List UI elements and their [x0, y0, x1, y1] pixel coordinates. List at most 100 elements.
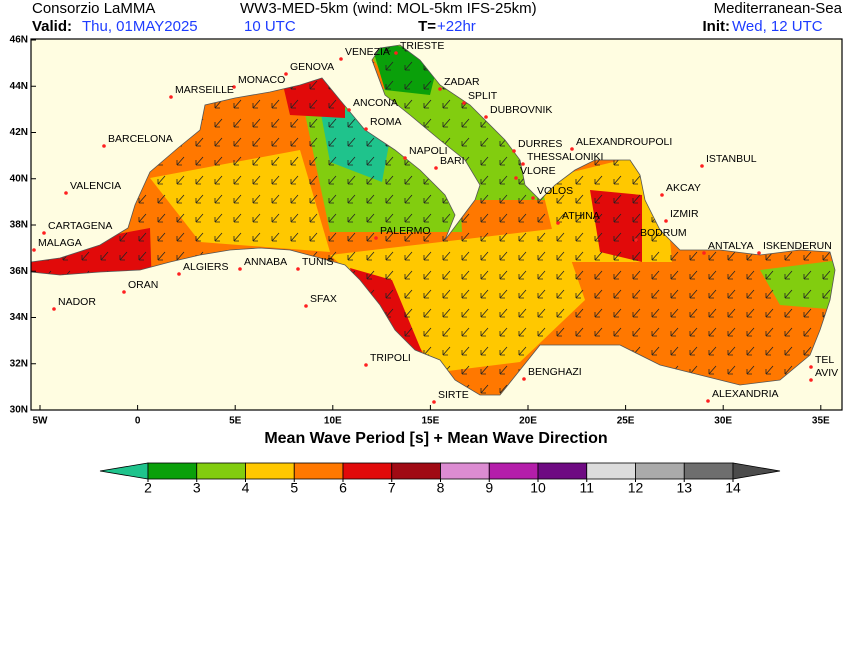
colorbar-label: 8 [437, 480, 445, 496]
city-label: ZADAR [444, 76, 480, 88]
city-marker [32, 248, 36, 252]
lon-tick-label: 20E [519, 416, 537, 427]
lat-tick-label: 44N [10, 81, 28, 92]
city-label: ISTANBUL [706, 153, 757, 165]
colorbar-label: 13 [676, 480, 692, 496]
lat-tick-label: 40N [10, 173, 28, 184]
city-label: ORAN [128, 279, 158, 291]
colorbar-label: 6 [339, 480, 347, 496]
city-marker [432, 400, 436, 404]
colorbar-segment [196, 462, 246, 480]
city-label: SPLIT [468, 90, 498, 102]
city-marker [374, 236, 378, 240]
colorbar-label: 12 [628, 480, 644, 496]
header-model: WW3-MED-5km (wind: MOL-5km IFS-25km) [240, 0, 537, 17]
colorbar-over [732, 462, 781, 480]
city-marker [64, 191, 68, 195]
city-label: MARSEILLE [175, 84, 234, 96]
city-label: MONACO [238, 74, 285, 86]
city-label: BENGHAZI [528, 366, 582, 378]
city-marker [296, 267, 300, 271]
city-label: TEL [815, 354, 834, 366]
colorbar-segment [440, 462, 490, 480]
colorbar-label: 2 [144, 480, 152, 496]
lat-tick-label: 46N [10, 35, 28, 46]
city-marker [284, 72, 288, 76]
city-marker [169, 95, 173, 99]
step-label: T= [418, 18, 436, 35]
city-marker [702, 251, 706, 255]
city-marker [556, 221, 560, 225]
city-marker [122, 290, 126, 294]
city-marker [531, 196, 535, 200]
city-label: AKCAY [666, 182, 701, 194]
city-marker [757, 251, 761, 255]
city-marker [364, 127, 368, 131]
init: Wed, 12 UTC [732, 18, 823, 35]
city-marker [809, 378, 813, 382]
lon-tick-label: 15E [422, 416, 440, 427]
lon-tick-label: 35E [812, 416, 830, 427]
lat-tick-label: 32N [10, 358, 28, 369]
city-marker [809, 365, 813, 369]
city-label: VALENCIA [70, 180, 121, 192]
city-label: TRIPOLI [370, 352, 411, 364]
city-label: ISKENDERUN [763, 240, 832, 252]
lon-tick-label: 30E [714, 416, 732, 427]
city-label: ALEXANDROUPOLI [576, 136, 672, 148]
city-marker [462, 101, 466, 105]
city-marker [403, 156, 407, 160]
city-label: ANNABA [244, 256, 287, 268]
city-marker [521, 162, 525, 166]
city-marker [570, 147, 574, 151]
valid-time: 10 UTC [244, 18, 296, 35]
city-marker [434, 166, 438, 170]
lat-tick-label: 36N [10, 266, 28, 277]
city-marker [304, 304, 308, 308]
city-marker [438, 87, 442, 91]
city-marker [339, 57, 343, 61]
city-label: NAPOLI [409, 145, 448, 157]
city-label: TUNIS [302, 256, 334, 268]
init-label: Init: [703, 18, 731, 35]
city-marker [664, 219, 668, 223]
city-label: SFAX [310, 293, 337, 305]
header-region: Mediterranean-Sea [714, 0, 843, 17]
city-label: ANTALYA [708, 240, 754, 252]
lat-tick-label: 30N [10, 405, 28, 416]
colorbar-label: 7 [388, 480, 396, 496]
header-org: Consorzio LaMMA [32, 0, 155, 17]
lat-tick-label: 42N [10, 127, 28, 138]
city-marker [102, 144, 106, 148]
city-marker [347, 108, 351, 112]
colorbar-segment [245, 462, 295, 480]
colorbar-label: 9 [485, 480, 493, 496]
lon-tick-label: 5W [33, 416, 49, 427]
city-label: CARTAGENA [48, 220, 112, 232]
colorbar-label: 14 [725, 480, 741, 496]
city-label: DUBROVNIK [490, 104, 552, 116]
colorbar-segment [488, 462, 539, 480]
city-label: NADOR [58, 296, 96, 308]
colorbar-label: 10 [530, 480, 546, 496]
city-label: AVIV [815, 367, 838, 379]
colorbar-segment [537, 462, 588, 480]
colorbar-label: 4 [242, 480, 250, 496]
city-label: BARI [440, 155, 465, 167]
city-label: SIRTE [438, 389, 469, 401]
colorbar-label: 5 [290, 480, 298, 496]
colorbar-segment [293, 462, 344, 480]
city-label: DURRES [518, 138, 562, 150]
city-label: PALERMO [380, 225, 431, 237]
city-label: ANCONA [353, 97, 398, 109]
city-marker [238, 267, 242, 271]
city-marker [512, 149, 516, 153]
city-marker [700, 164, 704, 168]
lon-tick-label: 0 [135, 416, 141, 427]
colorbar-segment [342, 462, 393, 480]
city-marker [522, 377, 526, 381]
colorbar-segment [586, 462, 636, 480]
city-label: VENEZIA [345, 46, 390, 58]
city-label: ROMA [370, 116, 402, 128]
